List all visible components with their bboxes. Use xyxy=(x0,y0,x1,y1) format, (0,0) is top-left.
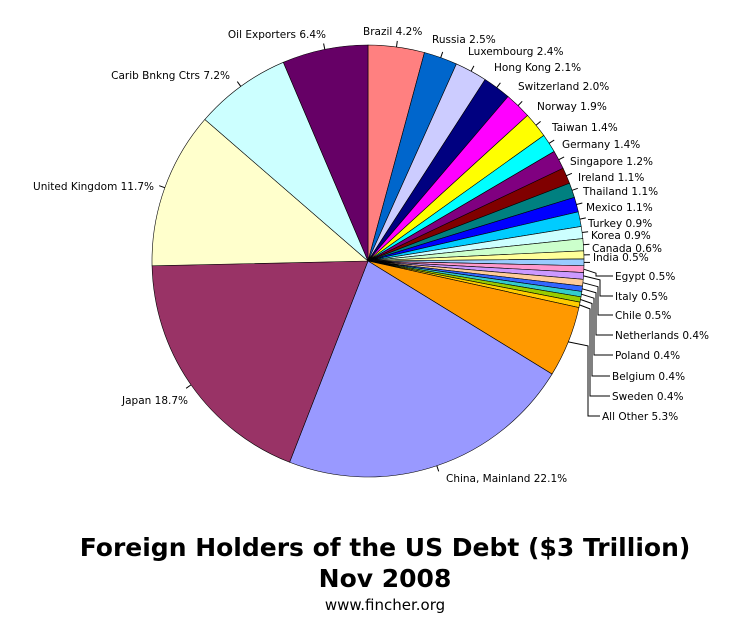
leader-line-united-kingdom xyxy=(159,185,165,189)
leader-line-turkey xyxy=(582,231,589,233)
slice-label-sweden: Sweden 0.4% xyxy=(612,391,684,403)
leader-line-germany xyxy=(558,156,565,161)
leader-line-chile xyxy=(582,282,613,316)
slice-label-mexico: Mexico 1.1% xyxy=(586,202,653,214)
slice-label-carib-bnkng-ctrs: Carib Bnkng Ctrs 7.2% xyxy=(111,70,230,82)
leader-line-oil-exporters xyxy=(323,43,326,50)
chart-source-url: www.fincher.org xyxy=(324,596,446,614)
slice-label-india: India 0.5% xyxy=(593,252,649,264)
leader-line-mexico xyxy=(579,217,586,220)
slice-label-korea: Korea 0.9% xyxy=(591,230,651,242)
slice-label-singapore: Singapore 1.2% xyxy=(570,156,653,168)
slice-label-switzerland: Switzerland 2.0% xyxy=(518,81,609,93)
slice-label-oil-exporters: Oil Exporters 6.4% xyxy=(228,29,326,41)
leader-line-japan xyxy=(185,384,192,389)
leader-line-italy xyxy=(583,275,613,297)
leader-line-egypt xyxy=(583,268,613,277)
slice-label-chile: Chile 0.5% xyxy=(615,310,671,322)
leader-line-korea xyxy=(583,243,590,246)
slice-label-norway: Norway 1.9% xyxy=(537,101,607,113)
slice-label-belgium: Belgium 0.4% xyxy=(612,371,685,383)
slice-label-all-other: All Other 5.3% xyxy=(602,411,678,423)
leader-line-all-other xyxy=(568,341,600,417)
pie-slice-china-mainland xyxy=(289,260,553,478)
slice-label-taiwan: Taiwan 1.4% xyxy=(551,122,618,134)
leader-line-norway xyxy=(535,121,541,126)
pie-slice-japan xyxy=(151,260,369,463)
slice-label-thailand: Thailand 1.1% xyxy=(582,186,658,198)
chart-title: Foreign Holders of the US Debt ($3 Trill… xyxy=(79,533,691,562)
slice-label-luxembourg: Luxembourg 2.4% xyxy=(468,46,563,58)
leader-line-singapore xyxy=(566,172,573,177)
chart-title-date: Nov 2008 xyxy=(318,564,452,593)
slice-label-brazil: Brazil 4.2% xyxy=(363,26,422,38)
leader-line-belgium xyxy=(580,299,610,377)
leader-line-carib-bnkng-ctrs xyxy=(236,81,242,87)
slice-label-germany: Germany 1.4% xyxy=(562,139,640,151)
leader-line-ireland xyxy=(571,187,578,191)
slice-label-poland: Poland 0.4% xyxy=(615,350,680,362)
leader-line-russia xyxy=(440,51,444,58)
slice-label-united-kingdom: United Kingdom 11.7% xyxy=(33,181,154,193)
label-leader-lines xyxy=(159,40,613,472)
slice-label-japan: Japan 18.7% xyxy=(121,395,188,407)
leader-line-china-mainland xyxy=(436,465,440,472)
pie-slices xyxy=(151,44,585,478)
slice-label-egypt: Egypt 0.5% xyxy=(615,271,675,283)
slice-label-canada: Canada 0.6% xyxy=(592,243,662,255)
leader-line-brazil xyxy=(396,40,398,47)
leader-line-taiwan xyxy=(548,139,555,144)
slice-label-italy: Italy 0.5% xyxy=(615,291,668,303)
slice-label-turkey: Turkey 0.9% xyxy=(587,218,652,230)
slice-label-china-mainland: China, Mainland 22.1% xyxy=(446,473,567,485)
slice-label-ireland: Ireland 1.1% xyxy=(578,172,644,184)
slice-label-netherlands: Netherlands 0.4% xyxy=(615,330,709,342)
leader-line-luxembourg xyxy=(470,65,475,72)
leader-line-netherlands xyxy=(582,288,613,336)
slice-labels: Brazil 4.2% Russia 2.5%Luxembourg 2.4% Hon… xyxy=(33,26,709,485)
slice-label-hong-kong: Hong Kong 2.1% xyxy=(494,62,581,74)
leader-line-sweden xyxy=(579,304,610,397)
leader-line-thailand xyxy=(576,202,583,205)
leader-line-switzerland xyxy=(517,100,523,106)
leader-line-hong-kong xyxy=(496,82,501,88)
leader-line-poland xyxy=(581,293,613,356)
slice-label-russia: Russia 2.5% xyxy=(432,34,496,46)
pie-slice-united-kingdom xyxy=(151,119,369,267)
